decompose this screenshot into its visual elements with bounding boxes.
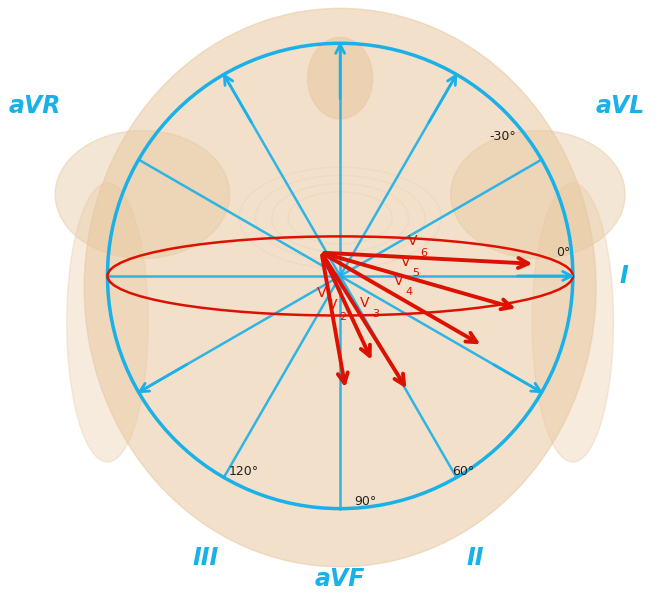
Text: V: V (317, 286, 326, 300)
Text: 60°: 60° (452, 465, 474, 478)
Text: aVR: aVR (9, 93, 61, 118)
Text: 1: 1 (328, 299, 335, 309)
Ellipse shape (67, 183, 149, 462)
Text: 4: 4 (406, 287, 413, 297)
Text: 2: 2 (339, 311, 347, 322)
Text: V: V (401, 255, 410, 269)
Ellipse shape (451, 131, 625, 259)
Ellipse shape (308, 38, 373, 119)
Text: I: I (620, 264, 628, 288)
Text: V: V (327, 298, 337, 312)
Text: aVF: aVF (315, 567, 366, 591)
Text: V: V (394, 274, 403, 288)
Ellipse shape (55, 131, 230, 259)
Text: aVL: aVL (596, 93, 645, 118)
Text: V: V (360, 296, 370, 310)
Text: 6: 6 (420, 248, 427, 258)
Text: III: III (192, 546, 218, 570)
Text: 0°: 0° (556, 246, 571, 259)
Text: 90°: 90° (354, 495, 376, 508)
Text: II: II (466, 546, 484, 570)
Text: V: V (408, 234, 418, 249)
Ellipse shape (84, 8, 596, 567)
Text: 120°: 120° (228, 465, 259, 478)
Text: 3: 3 (372, 310, 379, 319)
Text: 5: 5 (413, 268, 419, 278)
Ellipse shape (532, 183, 614, 462)
Text: -30°: -30° (489, 130, 516, 143)
